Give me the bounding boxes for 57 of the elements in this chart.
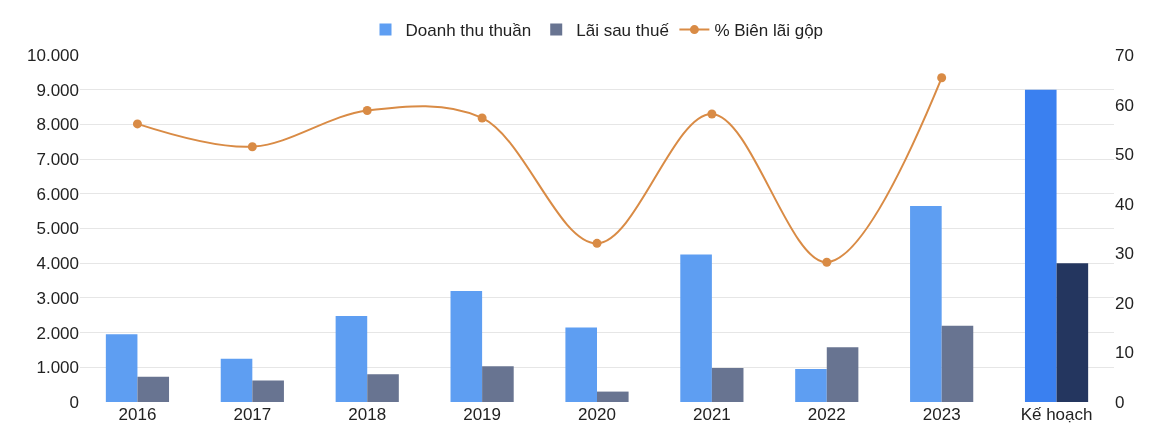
bar — [680, 254, 712, 402]
y2-tick-label: 0 — [1115, 392, 1125, 412]
y2-tick-label: 70 — [1115, 45, 1134, 65]
bar — [565, 327, 597, 402]
bar — [252, 380, 284, 402]
bar — [482, 366, 514, 402]
x-tick-label: 2022 — [807, 405, 846, 424]
bar — [826, 347, 859, 402]
point — [132, 119, 142, 129]
bar — [220, 358, 253, 402]
y2-tick-label: 40 — [1115, 194, 1134, 214]
y2-tick-label: 10 — [1115, 343, 1134, 363]
bar — [105, 334, 138, 402]
y-tick-label: 0 — [69, 392, 79, 412]
bar — [367, 374, 399, 402]
bar — [450, 290, 483, 402]
x-tick-label: 2016 — [118, 405, 157, 424]
y-tick-label: 10.000 — [27, 45, 79, 65]
point — [937, 73, 947, 83]
bar — [597, 391, 629, 402]
point — [592, 238, 602, 248]
y2-tick-label: 30 — [1115, 244, 1134, 264]
y-tick-label: 7.000 — [36, 150, 79, 170]
bar — [1024, 89, 1057, 402]
y2-tick-label: 20 — [1115, 293, 1134, 313]
y-tick-label: 6.000 — [36, 184, 79, 204]
y-tick-label: 1.000 — [36, 358, 79, 378]
bar — [795, 369, 827, 402]
bar — [1056, 263, 1089, 402]
y2-tick-label: 50 — [1115, 145, 1134, 165]
y2-tick-label: 60 — [1115, 95, 1134, 115]
x-tick-label: 2019 — [463, 405, 502, 424]
x-tick-label: 2021 — [692, 405, 731, 424]
y-tick-label: 8.000 — [36, 115, 79, 135]
x-tick-label: 2020 — [578, 405, 616, 424]
bar — [711, 367, 744, 402]
bar — [335, 315, 368, 402]
bar — [910, 205, 942, 402]
point — [707, 109, 717, 119]
y-tick-label: 5.000 — [36, 219, 79, 239]
y-tick-label: 2.000 — [36, 323, 79, 343]
y-tick-label: 3.000 — [36, 288, 79, 308]
point — [477, 113, 487, 123]
x-tick-label: 2023 — [922, 405, 961, 424]
point — [822, 257, 832, 267]
legend-label: % Biên lãi gộp — [714, 21, 824, 41]
legend-label: Doanh thu thuần — [405, 21, 532, 41]
bar — [137, 376, 170, 402]
x-tick-label: 2018 — [348, 405, 387, 424]
x-tick-label: 2017 — [233, 405, 272, 424]
point — [362, 106, 372, 116]
legend-label: Lãi sau thuế — [576, 21, 670, 41]
point — [247, 142, 257, 152]
y-tick-label: 9.000 — [36, 80, 79, 100]
y-tick-label: 4.000 — [36, 254, 79, 274]
bar — [941, 325, 974, 402]
x-tick-label: Kế hoạch — [1020, 405, 1093, 424]
